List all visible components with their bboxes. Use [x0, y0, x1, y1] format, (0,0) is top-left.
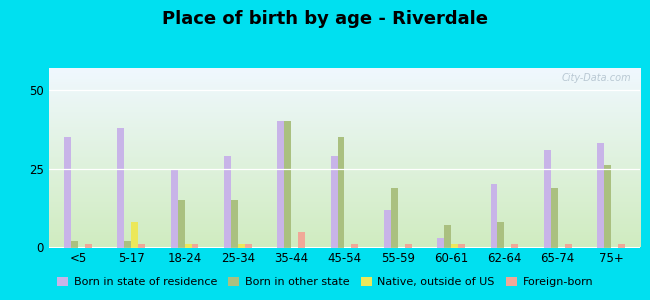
Bar — [551, 188, 558, 248]
Bar — [604, 165, 611, 248]
Bar — [185, 244, 192, 248]
Text: Place of birth by age - Riverdale: Place of birth by age - Riverdale — [162, 11, 488, 28]
Bar — [384, 210, 391, 248]
Bar — [238, 244, 245, 248]
Bar — [352, 244, 358, 248]
Bar — [544, 150, 551, 247]
Bar — [597, 143, 604, 248]
Bar — [458, 244, 465, 248]
Bar — [491, 184, 497, 247]
Bar — [298, 232, 305, 247]
Bar — [278, 121, 284, 248]
Bar — [71, 241, 78, 248]
Bar — [177, 200, 185, 248]
Bar — [618, 244, 625, 248]
Bar — [512, 244, 518, 248]
Bar — [192, 244, 198, 248]
Bar — [124, 241, 131, 248]
Bar — [497, 222, 504, 248]
Bar — [331, 156, 337, 248]
Bar — [131, 222, 138, 248]
Bar — [391, 188, 398, 248]
Bar — [224, 156, 231, 248]
Bar — [565, 244, 571, 248]
Bar — [64, 137, 71, 247]
Bar — [118, 128, 124, 248]
Bar — [231, 200, 238, 248]
Bar — [405, 244, 411, 248]
Bar — [437, 238, 444, 247]
Bar — [337, 137, 345, 247]
Bar — [444, 225, 451, 248]
Bar — [284, 121, 291, 248]
Bar — [171, 169, 177, 248]
Legend: Born in state of residence, Born in other state, Native, outside of US, Foreign-: Born in state of residence, Born in othe… — [53, 272, 597, 291]
Bar — [451, 244, 458, 248]
Bar — [138, 244, 145, 248]
Bar — [85, 244, 92, 248]
Bar — [245, 244, 252, 248]
Text: City-Data.com: City-Data.com — [562, 73, 631, 83]
